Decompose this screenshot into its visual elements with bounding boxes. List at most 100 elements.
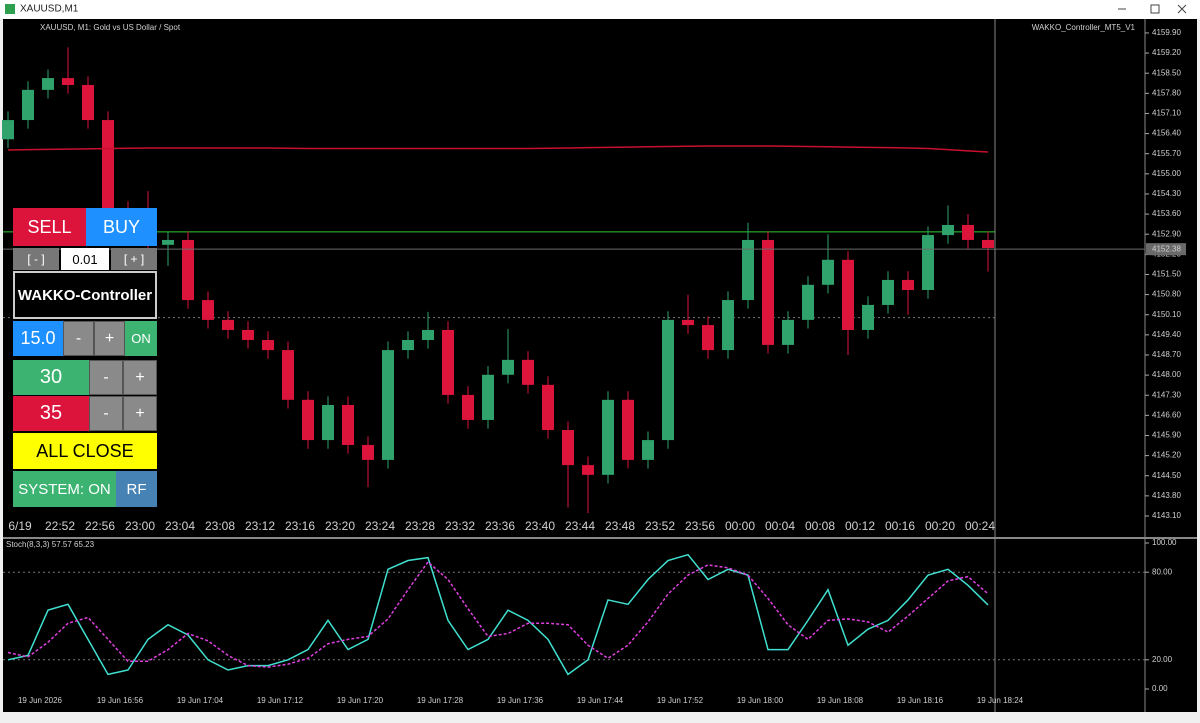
candle-body [702,325,714,351]
minus-button[interactable]: - [63,321,94,356]
candle-body [782,319,794,345]
x-tick-label: 23:56 [685,519,715,533]
candle-body [802,284,814,320]
candle-body [482,374,494,420]
x-tick-label: 00:08 [805,519,835,533]
x-tick-label: 00:04 [765,519,795,533]
stoch-title: Stoch(8,3,3) 57.57 65.23 [6,540,95,549]
candle-body [522,359,534,385]
lot-minus-button[interactable]: [ - ] [13,248,59,270]
app-icon [5,4,15,14]
candle-body [742,239,754,301]
x-tick-label: 23:52 [645,519,675,533]
y-tick-label: 4150.80 [1152,290,1181,299]
x-tick-label: 19 Jun 18:24 [977,696,1024,705]
x-tick-label: 19 Jun 17:36 [497,696,544,705]
y-tick-label: 4157.10 [1152,109,1181,118]
candle-body [642,440,654,460]
y-tick-label: 4155.70 [1152,149,1181,158]
candle-body [62,78,74,85]
y-tick-label: 4159.90 [1152,28,1181,37]
x-tick-label: 19 Jun 16:56 [97,696,144,705]
x-tick-label: 19 Jun 18:08 [817,696,864,705]
controller-name: WAKKO-Controller [13,271,157,319]
y-tick-label: 4158.50 [1152,68,1181,77]
value-display: 35 [13,396,89,431]
x-tick-label: 23:16 [285,519,315,533]
minus-button[interactable]: - [89,360,123,395]
y-tick-label: 4148.70 [1152,350,1181,359]
x-tick-label: 00:12 [845,519,875,533]
candle-body [22,89,34,121]
x-tick-label: 23:36 [485,519,515,533]
on-button[interactable]: ON [125,321,157,356]
plus-button[interactable]: + [123,396,157,431]
candle-body [222,319,234,330]
y-tick-label: 4146.60 [1152,410,1181,419]
candle-body [302,399,314,441]
candle-body [682,319,694,326]
candle-body [342,405,354,445]
candle-body [862,304,874,330]
y-tick-label: 100.00 [1152,538,1177,547]
y-tick-label: 80.00 [1152,567,1173,576]
x-tick-label: 23:44 [565,519,595,533]
candle-body [922,235,934,290]
y-tick-label: 4159.20 [1152,48,1181,57]
maximize-button[interactable] [1150,4,1160,14]
x-tick-label: 19 Jun 18:16 [897,696,944,705]
minus-button[interactable]: - [89,396,123,431]
candle-body [2,120,14,140]
buy-button[interactable]: BUY [86,208,157,246]
value-display: 15.0 [13,321,63,356]
y-tick-label: 4149.40 [1152,330,1181,339]
y-tick-label: 4143.80 [1152,491,1181,500]
y-tick-label: 4157.80 [1152,88,1181,97]
candle-body [542,384,554,431]
candle-body [402,340,414,351]
x-tick-label: 00:24 [965,519,995,533]
sell-button[interactable]: SELL [13,208,86,246]
all-close-button[interactable]: ALL CLOSE [13,433,157,469]
y-tick-label: 4151.50 [1152,270,1181,279]
x-tick-label: 23:28 [405,519,435,533]
y-tick-label: 4148.00 [1152,370,1181,379]
plus-button[interactable]: + [94,321,125,356]
y-tick-label: 4154.30 [1152,189,1181,198]
candle-body [202,300,214,320]
expert-name: WAKKO_Controller_MT5_V1 [1032,23,1136,32]
x-tick-label: 22:52 [45,519,75,533]
value-display: 30 [13,360,89,395]
y-tick-label: 4152.90 [1152,229,1181,238]
y-tick-label: 4156.40 [1152,129,1181,138]
candle-body [822,259,834,285]
lot-input[interactable]: 0.01 [61,248,109,270]
candle-body [322,405,334,441]
candle-body [182,239,194,301]
candle-body [82,84,94,121]
x-tick-label: 19 Jun 17:44 [577,696,624,705]
x-tick-label: 23:20 [325,519,355,533]
system-button[interactable]: SYSTEM: ON [13,471,116,507]
x-tick-label: 23:12 [245,519,275,533]
x-tick-label: 23:32 [445,519,475,533]
candle-body [382,350,394,460]
candle-body [662,319,674,441]
x-tick-label: 19 Jun 17:20 [337,696,384,705]
y-tick-label: 4144.50 [1152,471,1181,480]
candle-body [562,430,574,466]
plus-button[interactable]: + [123,360,157,395]
rf-button[interactable]: RF [116,471,157,507]
close-button[interactable] [1177,4,1187,14]
lot-plus-button[interactable]: [ + ] [111,248,157,270]
y-tick-label: 4155.00 [1152,169,1181,178]
x-tick-label: 19 Jun 2026 [18,696,63,705]
y-tick-label: 4143.10 [1152,511,1181,520]
candle-body [242,329,254,341]
candle-body [42,78,54,90]
x-tick-label: 23:08 [205,519,235,533]
x-tick-label: 19 Jun 17:28 [417,696,464,705]
x-tick-label: 19 Jun 18:00 [737,696,784,705]
candle-body [162,239,174,245]
x-tick-label: 23:24 [365,519,395,533]
